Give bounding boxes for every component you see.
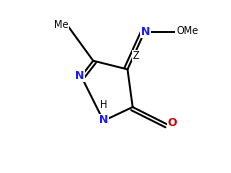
Text: H: H bbox=[100, 99, 107, 110]
Text: Me: Me bbox=[54, 20, 69, 30]
Text: Z: Z bbox=[133, 51, 139, 61]
Text: N: N bbox=[141, 28, 150, 37]
Text: O: O bbox=[167, 118, 177, 128]
Text: OMe: OMe bbox=[176, 26, 198, 36]
Text: N: N bbox=[99, 115, 108, 125]
Text: N: N bbox=[75, 71, 84, 81]
